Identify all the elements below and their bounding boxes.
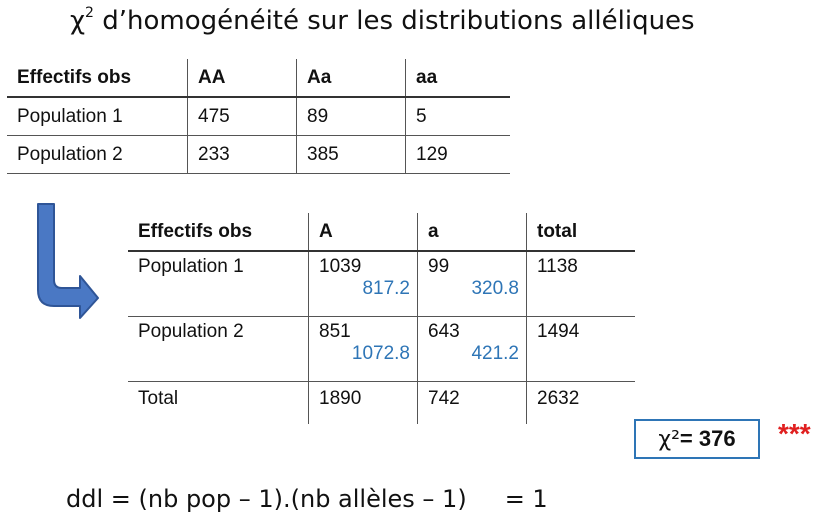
table-cell: 1494 [526,316,635,382]
table-cell: 475 [187,97,297,136]
ddl-result: = 1 [504,485,548,513]
table-cell: 1039 817.2 [308,251,418,317]
row-label: Population 2 [128,316,309,382]
expected-value: 817.2 [362,278,410,299]
table-cell: 5 [405,97,510,136]
table-row: Population 2 233 385 129 [7,135,510,174]
title-superscript: 2 [85,5,94,22]
row-label: Population 2 [7,135,188,174]
header-cell: AA [187,59,297,98]
table-row: Population 2 851 1072.8 643 421.2 1494 [128,316,635,382]
table-header-row: Effectifs obs A a total [128,213,635,252]
down-right-arrow-icon [37,203,99,319]
header-cell: A [308,213,418,252]
table-cell: 99 320.8 [417,251,527,317]
chi-square-result-box: χ² = 376 [634,419,760,459]
significance-stars: *** [778,418,811,449]
table-row: Population 1 475 89 5 [7,97,510,136]
observed-value: 643 [428,321,460,342]
row-label: Population 1 [128,251,309,317]
slide-title: χ2 d’homogénéité sur les distributions a… [70,5,695,36]
expected-value: 320.8 [471,278,519,299]
table-header-row: Effectifs obs AA Aa aa [7,59,510,98]
table-cell: 385 [296,135,406,174]
table-cell: 851 1072.8 [308,316,418,382]
header-cell: Effectifs obs [7,59,188,98]
total-row: Total 1890 742 2632 [128,381,635,424]
observed-value: 1039 [319,256,362,277]
table-cell: 643 421.2 [417,316,527,382]
chi-symbol: χ [70,6,86,36]
header-cell: Aa [296,59,406,98]
header-cell: Effectifs obs [128,213,309,252]
expected-value: 421.2 [471,343,519,364]
header-cell: total [526,213,635,252]
header-cell: aa [405,59,510,98]
row-label: Total [138,388,179,409]
observed-value: 851 [319,321,351,342]
table-cell: 233 [187,135,297,174]
title-text: d’homogénéité sur les distributions allé… [93,6,695,36]
chi-square-label: χ² [658,426,680,452]
ddl-formula: ddl = (nb pop – 1).(nb allèles – 1) [66,485,467,513]
table-cell: 742 [417,381,527,424]
row-label: Population 1 [7,97,188,136]
chi-square-value: = 376 [679,426,736,451]
table-cell: 2632 [526,381,635,424]
degrees-of-freedom-line: ddl = (nb pop – 1).(nb allèles – 1) = 1 [66,485,548,513]
allele-counts-table: Effectifs obs A a total Population 1 103… [128,213,635,424]
header-cell: a [417,213,527,252]
table-row: Population 1 1039 817.2 99 320.8 1138 [128,251,635,317]
table-cell: 1138 [526,251,635,317]
table-cell: 129 [405,135,510,174]
observed-value: 99 [428,256,450,277]
expected-value: 1072.8 [351,343,410,364]
table-cell: 89 [296,97,406,136]
table-cell: 1890 [308,381,418,424]
genotype-counts-table: Effectifs obs AA Aa aa Population 1 475 … [7,59,510,174]
